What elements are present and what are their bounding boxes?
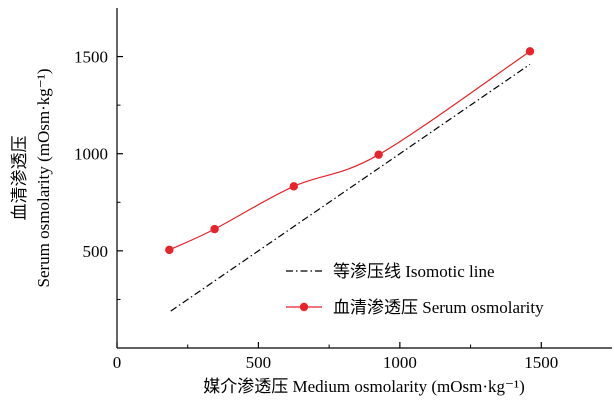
series-line-1 — [169, 50, 531, 251]
y-axis-title-cn: 血清渗透压 — [10, 136, 29, 221]
data-point-1-1 — [210, 224, 219, 234]
y-tick-label-500: 500 — [83, 242, 109, 261]
legend-label-serum-osmolarity: 血清渗透压 Serum osmolarity — [333, 298, 544, 317]
data-point-1-2 — [289, 182, 298, 191]
data-point-1-3 — [374, 150, 383, 159]
axis-ticks: 0 500 1000 1500 500 1000 1500 — [74, 48, 558, 372]
x-tick-label-1000: 1000 — [383, 353, 417, 372]
series-layer — [165, 47, 535, 312]
legend-label-isomotic-line: 等渗压线 Isomotic line — [333, 262, 494, 281]
series-line-0 — [170, 63, 531, 312]
y-tick-label-1500: 1500 — [74, 48, 108, 67]
x-tick-label-0: 0 — [113, 353, 122, 372]
x-tick-label-500: 500 — [246, 353, 272, 372]
x-axis-title: 媒介渗透压 Medium osmolarity (mOsm·kg⁻¹) — [203, 377, 524, 396]
y-tick-label-1000: 1000 — [74, 145, 108, 164]
y-axis-title-en: Serum osmolarity (mOsm·kg⁻¹) — [34, 69, 53, 288]
plot-area: 0 500 1000 1500 500 1000 1500 — [74, 8, 612, 372]
x-tick-label-1500: 1500 — [524, 353, 558, 372]
legend: 等渗压线 Isomotic line 血清渗透压 Serum osmolarit… — [286, 262, 544, 317]
data-point-1-0 — [165, 245, 174, 255]
legend-marker-serum-osmolarity — [299, 302, 309, 312]
data-point-1-4 — [525, 47, 535, 56]
